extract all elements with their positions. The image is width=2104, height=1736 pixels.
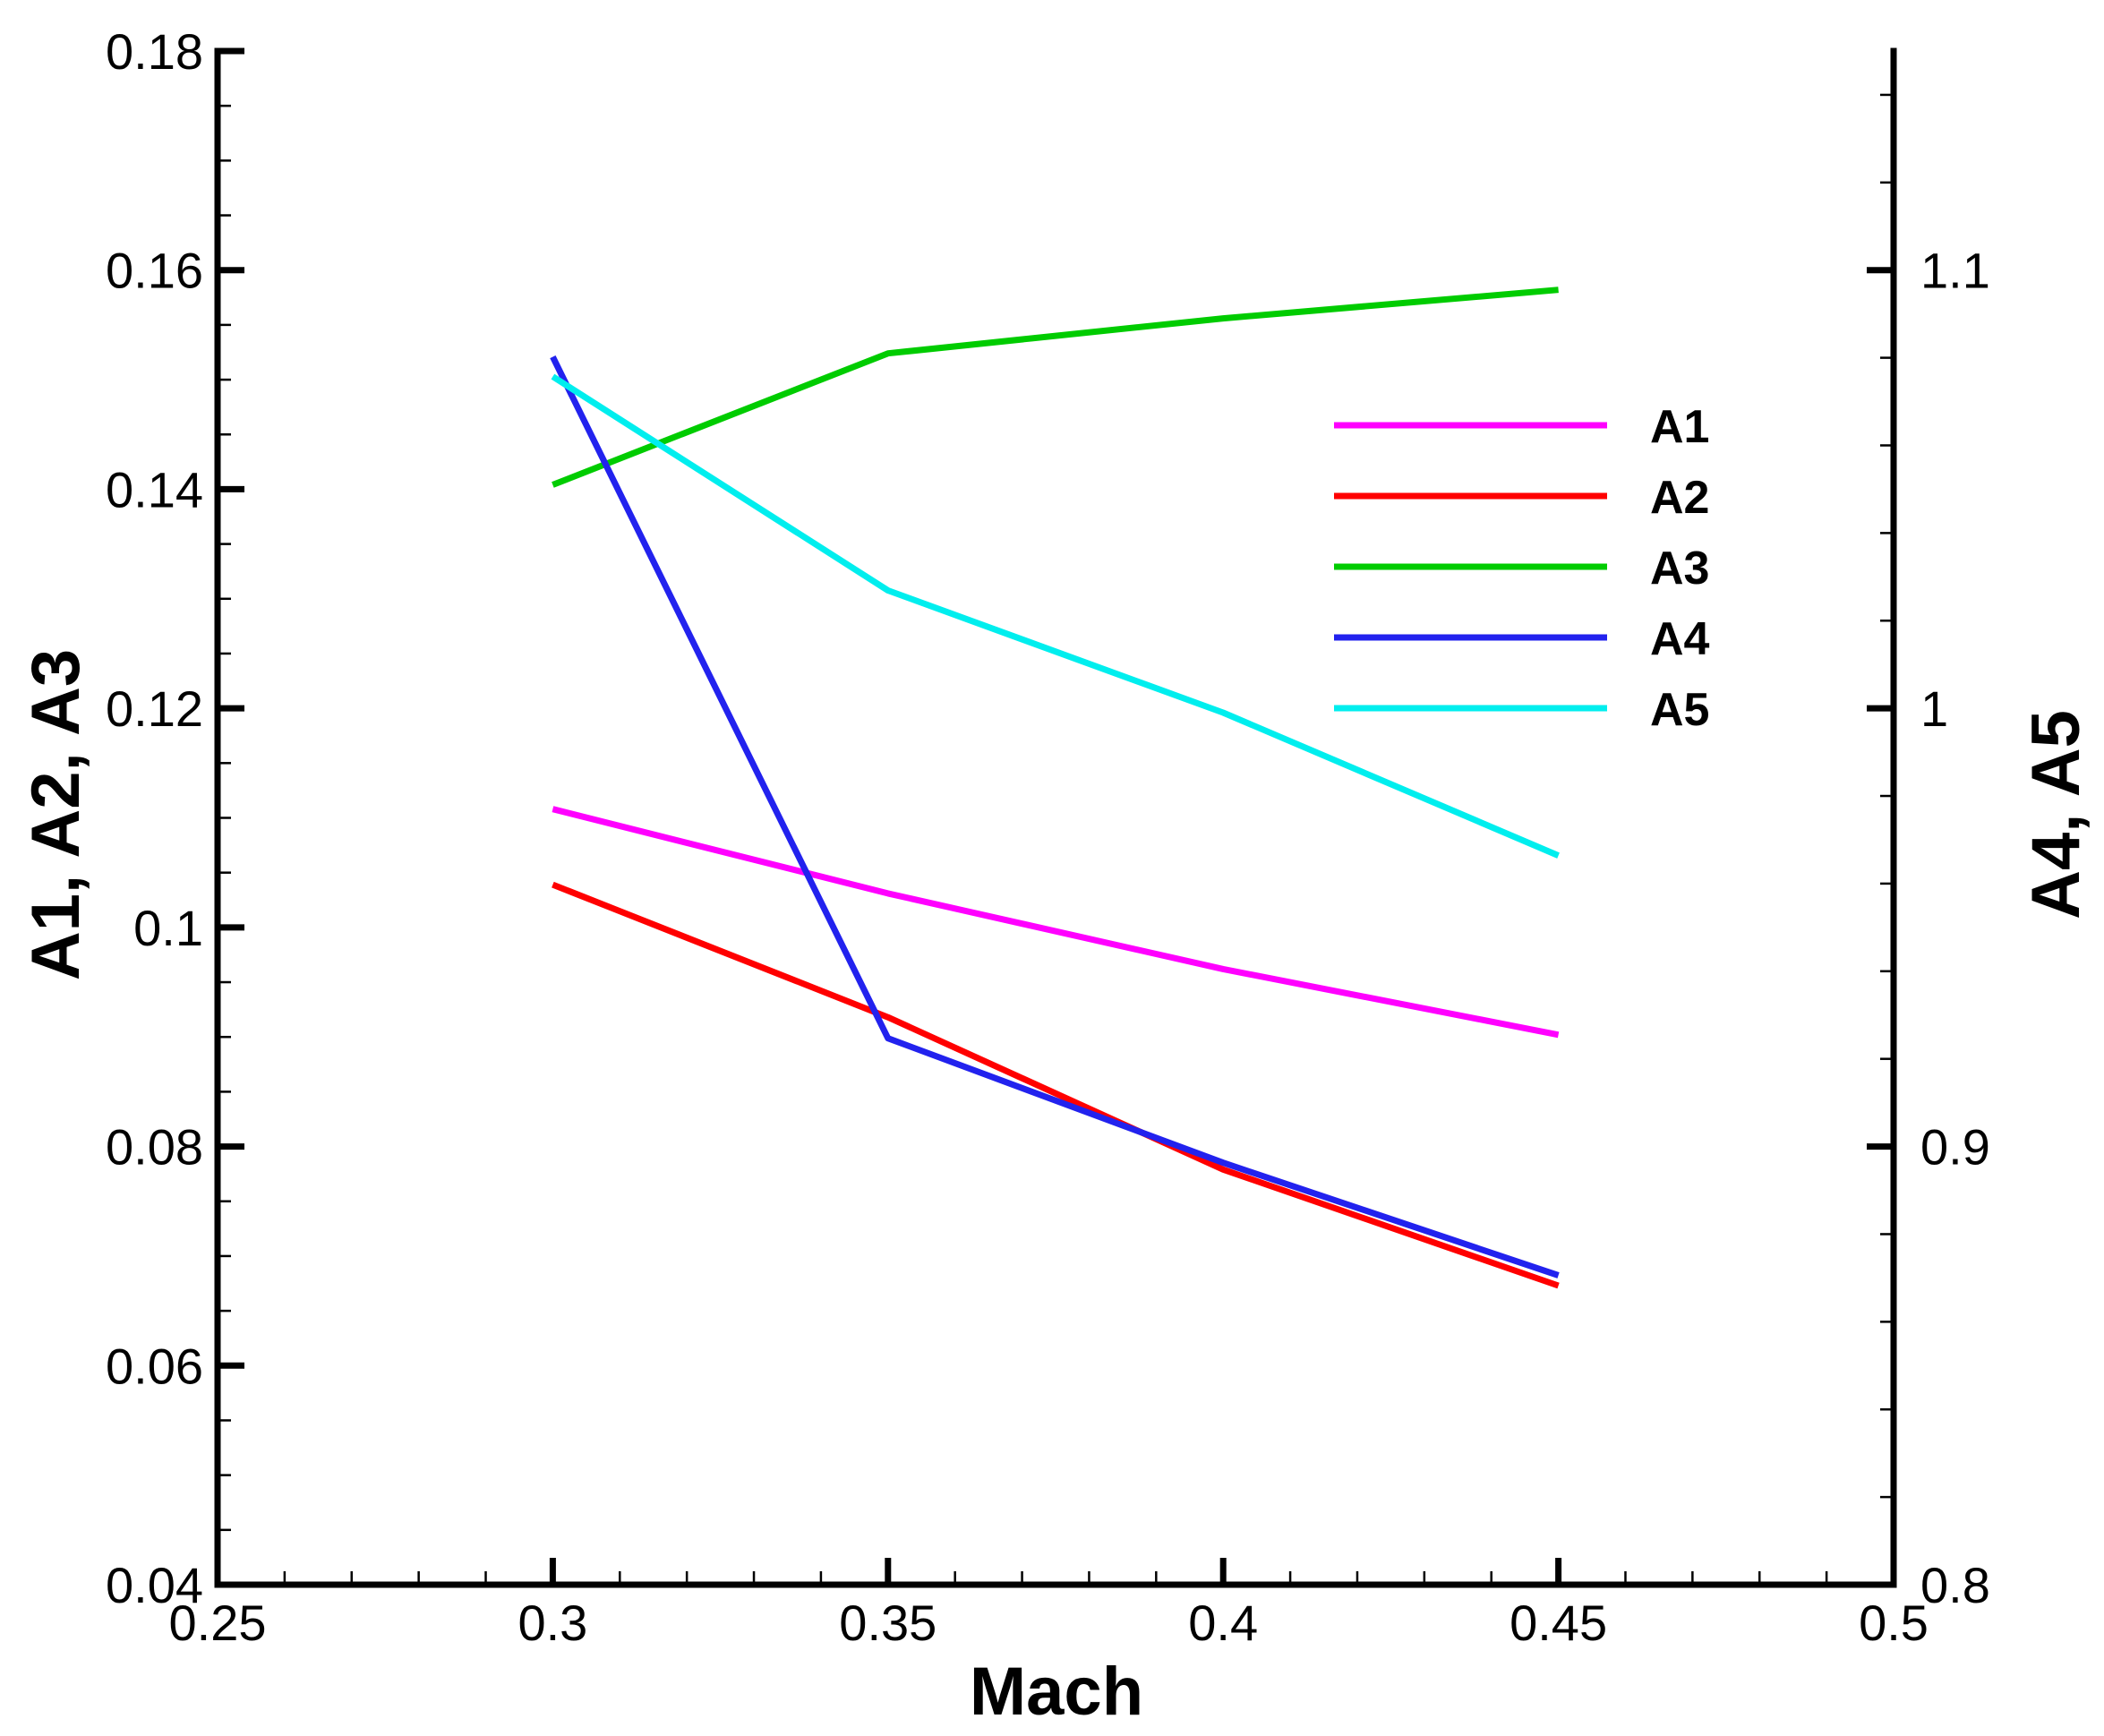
series-line-a3 xyxy=(552,286,1559,488)
x-tick-label: 0.4 xyxy=(1188,1595,1258,1651)
axes: 0.25 0.3 0.35 0.4 0.45 0.5 0.04 0.06 0.08 0.1 0.12… xyxy=(106,23,1990,1651)
y-left-tick-label: 0.18 xyxy=(106,23,203,80)
x-tick-label: 0.3 xyxy=(517,1595,587,1651)
y-right-tick-label: 1 xyxy=(1920,680,1948,737)
legend-label-a5: A5 xyxy=(1650,684,1709,736)
legend-label-a2: A2 xyxy=(1650,472,1709,524)
series-line-a5 xyxy=(551,373,1560,859)
y-axis-right-title: A4, A5 xyxy=(2018,710,2094,919)
legend: A1 A2 A3 A4 A5 xyxy=(1334,401,1710,736)
series-line-a2 xyxy=(552,881,1560,1289)
y-left-tick-label: 0.14 xyxy=(106,461,203,517)
y-left-tick-label: 0.1 xyxy=(133,900,203,956)
series-line-a4 xyxy=(550,355,1560,1278)
x-tick-label: 0.5 xyxy=(1859,1595,1929,1651)
y-axis-left-title: A1, A2, A3 xyxy=(18,649,94,980)
x-axis-title: Mach xyxy=(970,1654,1143,1730)
y-left-tick-label: 0.08 xyxy=(106,1119,203,1176)
y-left-tick-label: 0.12 xyxy=(106,680,203,737)
y-left-tick-label: 0.04 xyxy=(106,1557,203,1613)
y-right-tick-label: 1.1 xyxy=(1920,243,1990,299)
legend-label-a4: A4 xyxy=(1650,613,1710,665)
y-right-tick-label: 0.8 xyxy=(1920,1557,1990,1613)
y-right-tick-label: 0.9 xyxy=(1920,1119,1990,1176)
x-tick-label: 0.25 xyxy=(169,1595,267,1651)
y-left-tick-label: 0.16 xyxy=(106,243,203,299)
x-tick-label: 0.35 xyxy=(839,1595,937,1651)
legend-label-a1: A1 xyxy=(1650,401,1709,453)
series-layer xyxy=(550,286,1560,1289)
y-left-tick-label: 0.06 xyxy=(106,1338,203,1394)
legend-label-a3: A3 xyxy=(1650,543,1709,594)
x-tick-label: 0.45 xyxy=(1510,1595,1607,1651)
series-line-a1 xyxy=(552,806,1560,1039)
